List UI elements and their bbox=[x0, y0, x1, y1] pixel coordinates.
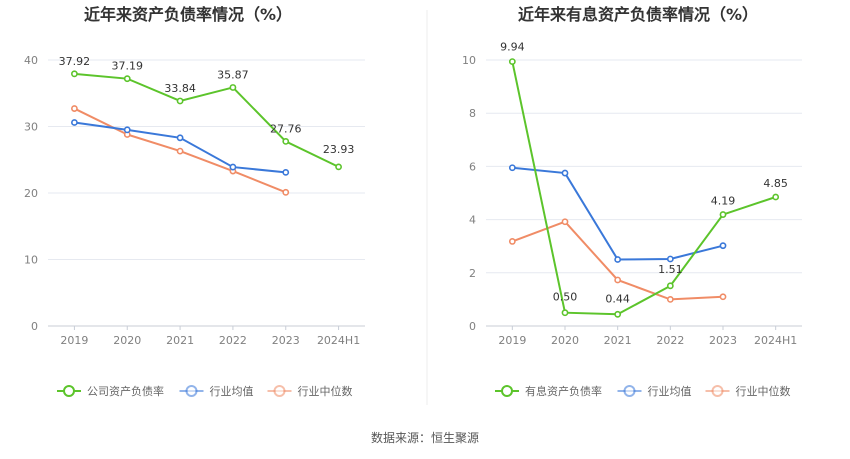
data-label: 4.85 bbox=[763, 177, 788, 190]
legend-label: 公司资产负债率 bbox=[87, 384, 164, 398]
legend-marker bbox=[623, 385, 636, 397]
data-source: 数据来源：恒生聚源 bbox=[371, 430, 479, 445]
data-point bbox=[229, 84, 237, 91]
legend-marker bbox=[185, 385, 198, 397]
data-point bbox=[561, 309, 569, 317]
data-point bbox=[561, 218, 569, 226]
data-point bbox=[282, 137, 290, 145]
data-label: 37.92 bbox=[59, 55, 91, 68]
y-tick-label: 10 bbox=[24, 254, 38, 267]
data-point bbox=[719, 242, 727, 250]
y-tick-label: 8 bbox=[469, 107, 476, 120]
data-point bbox=[508, 58, 516, 65]
y-tick-label: 30 bbox=[24, 121, 38, 134]
legend-marker bbox=[273, 385, 286, 397]
legend-item: 公司资产负债率 bbox=[57, 384, 164, 398]
series-line bbox=[74, 72, 340, 168]
y-tick-label: 10 bbox=[462, 54, 476, 67]
legend-label: 行业中位数 bbox=[298, 384, 353, 398]
data-point bbox=[282, 168, 290, 176]
legend-label: 行业均值 bbox=[210, 385, 254, 398]
data-point bbox=[614, 310, 622, 318]
legend-marker bbox=[501, 385, 513, 397]
data-point bbox=[123, 75, 131, 83]
x-tick-label: 2023 bbox=[272, 334, 300, 347]
y-tick-label: 6 bbox=[469, 160, 476, 173]
x-tick-label: 2021 bbox=[166, 334, 194, 347]
y-tick-label: 0 bbox=[469, 320, 476, 333]
x-tick-label: 2019 bbox=[60, 334, 88, 347]
y-tick-label: 4 bbox=[469, 214, 476, 227]
legend-marker bbox=[711, 385, 724, 397]
data-point bbox=[719, 211, 727, 218]
x-tick-label: 2019 bbox=[498, 334, 526, 347]
data-label: 37.19 bbox=[112, 60, 144, 73]
data-point bbox=[666, 295, 674, 303]
y-tick-label: 2 bbox=[469, 267, 476, 280]
x-tick-label: 2024H1 bbox=[754, 334, 797, 347]
data-point bbox=[123, 126, 131, 134]
data-label: 0.50 bbox=[553, 291, 578, 304]
legend-item: 行业均值 bbox=[179, 385, 254, 398]
legend-label: 行业均值 bbox=[648, 385, 692, 398]
data-label: 35.87 bbox=[217, 68, 249, 81]
data-point bbox=[282, 188, 290, 196]
y-tick-label: 40 bbox=[24, 54, 38, 67]
data-label: 9.94 bbox=[500, 41, 525, 54]
data-point bbox=[561, 169, 569, 177]
legend-item: 行业中位数 bbox=[267, 384, 353, 398]
x-tick-label: 2021 bbox=[604, 334, 632, 347]
data-point bbox=[176, 97, 184, 105]
legend-item: 行业中位数 bbox=[705, 384, 791, 398]
chart-title: 近年来有息资产负债率情况（%） bbox=[518, 5, 758, 24]
legend-marker bbox=[63, 385, 75, 397]
data-point bbox=[71, 70, 78, 78]
chart-panel-2: 近年来有息资产负债率情况（%） 0 2 4 6 8 10 2019 2020 2021 2022 20… bbox=[462, 5, 802, 398]
data-point bbox=[229, 163, 237, 171]
data-label: 4.19 bbox=[711, 195, 736, 208]
legend-label: 有息资产负债率 bbox=[525, 384, 602, 398]
series-line bbox=[74, 121, 286, 174]
chart-panel-1: 近年来资产负债率情况（%） 0 10 20 30 40 2019 2020 2021 2022 20… bbox=[24, 5, 365, 398]
data-point bbox=[71, 119, 78, 126]
x-tick-label: 2024H1 bbox=[317, 334, 360, 347]
chart-title: 近年来资产负债率情况（%） bbox=[84, 5, 292, 24]
data-point bbox=[71, 105, 78, 112]
data-point bbox=[176, 147, 184, 155]
data-label: 33.84 bbox=[164, 82, 196, 95]
data-label: 27.76 bbox=[270, 122, 302, 135]
x-tick-label: 2023 bbox=[709, 334, 737, 347]
data-label: 1.51 bbox=[658, 263, 683, 276]
y-tick-label: 20 bbox=[24, 187, 38, 200]
data-point bbox=[719, 293, 727, 301]
data-point bbox=[666, 282, 674, 290]
data-point bbox=[176, 134, 184, 142]
x-tick-label: 2020 bbox=[113, 334, 141, 347]
data-label: 0.44 bbox=[605, 292, 630, 305]
y-tick-label: 0 bbox=[31, 320, 38, 333]
data-point bbox=[614, 276, 622, 284]
x-tick-label: 2020 bbox=[551, 334, 579, 347]
data-point bbox=[335, 163, 342, 171]
data-point bbox=[666, 255, 674, 263]
data-label: 23.93 bbox=[323, 143, 355, 156]
legend-label: 行业中位数 bbox=[736, 384, 791, 398]
legend-item: 行业均值 bbox=[617, 385, 692, 398]
data-point bbox=[508, 238, 516, 245]
series-line bbox=[511, 61, 776, 316]
legend-item: 有息资产负债率 bbox=[495, 384, 602, 398]
data-point bbox=[508, 164, 516, 172]
x-tick-label: 2022 bbox=[219, 334, 247, 347]
data-point bbox=[772, 193, 780, 201]
x-tick-label: 2022 bbox=[656, 334, 684, 347]
data-point bbox=[614, 256, 622, 263]
